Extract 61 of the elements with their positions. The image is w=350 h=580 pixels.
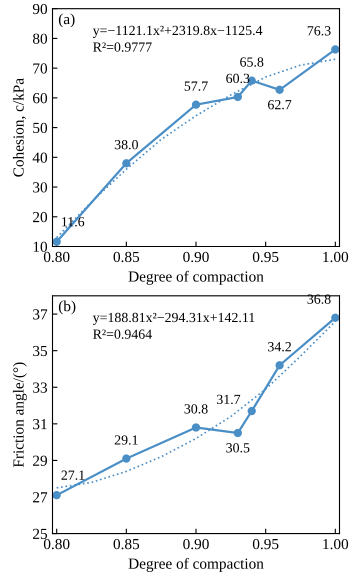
y-tick-label: 60	[33, 93, 48, 104]
x-axis-title: Degree of compaction	[128, 558, 264, 572]
data-label: 30.8	[184, 404, 208, 414]
annotation: y=188.81x²−294.31x+142.11	[92, 312, 254, 326]
point	[122, 159, 131, 168]
point	[192, 423, 200, 432]
y-tick-label: 31	[33, 419, 47, 430]
annotation: y=−1121.1x²+2319.8x−1125.4	[92, 26, 262, 38]
y-tick-label: 27	[33, 492, 48, 502]
x-tick-label: 0.90	[183, 252, 209, 262]
y-tick-label: 35	[33, 346, 48, 356]
data-label: 38.0	[114, 140, 138, 150]
data-label: 60.3	[226, 74, 250, 84]
point	[52, 491, 61, 500]
point	[331, 45, 340, 54]
x-tick-label: 0.80	[44, 252, 70, 262]
annotation: R²=0.9777	[93, 42, 152, 52]
y-tick-label: 25	[33, 528, 48, 540]
y-axis-title: Cohesion, c/kPa	[12, 78, 26, 177]
y-axis-title: Friction angle/(°)	[12, 362, 27, 468]
x-tick-label: 0.80	[44, 538, 70, 550]
y-tick-label: 80	[32, 34, 48, 44]
point	[248, 406, 256, 416]
y-tick-label: 33	[33, 382, 48, 393]
data-label: 65.8	[240, 57, 264, 67]
point	[122, 454, 131, 463]
data-label: 36.8	[308, 294, 331, 304]
point	[331, 314, 340, 322]
x-tick-label: 0.95	[252, 252, 278, 262]
point	[275, 361, 284, 370]
y-tick-label: 29	[33, 456, 48, 466]
x-tick-label: 0.90	[183, 538, 209, 550]
data-label: 29.1	[114, 435, 138, 445]
chart-title: (b)	[58, 300, 76, 314]
point	[234, 428, 242, 438]
x-tick-label: 0.85	[114, 252, 140, 262]
data-label: 31.7	[216, 394, 240, 404]
y-tick-label: 90	[32, 4, 48, 14]
y-tick-label: 10	[34, 242, 48, 252]
y-tick-label: 37	[33, 309, 48, 320]
data-label: 76.3	[308, 26, 331, 36]
chart-title: (a)	[58, 13, 75, 28]
x-tick-label: 1.00	[323, 252, 348, 262]
data-label: 57.7	[184, 82, 208, 91]
data-label: 30.5	[226, 443, 250, 453]
point	[234, 92, 242, 102]
y-tick-label: 20	[33, 212, 48, 222]
point	[192, 100, 200, 109]
data-label: 34.2	[268, 342, 291, 352]
y-tick-label: 70	[33, 63, 48, 74]
x-tick-label: 0.85	[114, 538, 140, 550]
y-tick-label: 50	[33, 122, 48, 134]
data-label: 27.1	[61, 470, 84, 480]
annotation: R²=0.9464	[93, 329, 152, 339]
y-tick-label: 30	[33, 182, 48, 192]
point	[275, 86, 284, 94]
x-axis-title: Degree of compaction	[128, 270, 264, 285]
x-tick-label: 0.95	[252, 538, 278, 550]
y-tick-label: 40	[32, 152, 48, 163]
data-label: 62.7	[268, 100, 292, 110]
x-tick-label: 1.00	[323, 538, 348, 550]
